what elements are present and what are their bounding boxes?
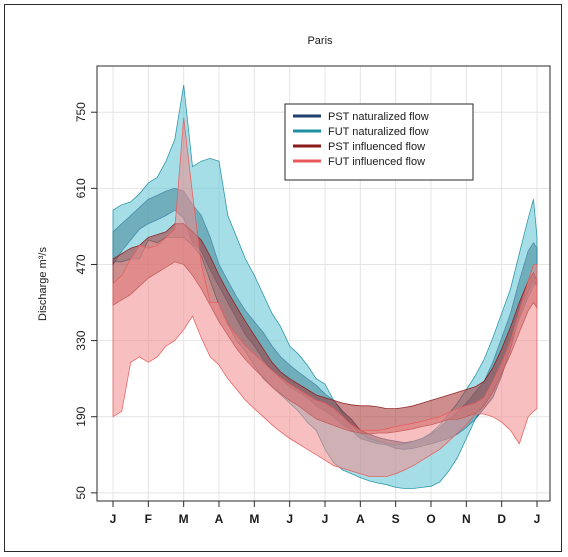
y-tick-label: 610 <box>74 178 88 198</box>
x-tick-label: A <box>356 512 365 526</box>
x-tick-label: M <box>249 512 259 526</box>
plot-area <box>96 65 551 502</box>
x-tick-label: O <box>426 512 435 526</box>
x-tick-label: D <box>497 512 506 526</box>
x-tick-label: J <box>534 512 541 526</box>
x-tick-label: M <box>179 512 189 526</box>
x-tick-label: J <box>322 512 329 526</box>
y-tick-label: 190 <box>74 406 88 426</box>
series-areas <box>112 84 538 489</box>
y-tick-label: 50 <box>74 486 88 500</box>
x-tick-label: N <box>462 512 471 526</box>
x-tick-label: S <box>392 512 400 526</box>
y-axis-label: Discharge m³/s <box>37 247 49 321</box>
legend-label: PST naturalized flow <box>328 111 429 123</box>
y-tick-label: 750 <box>74 102 88 122</box>
x-tick-label: J <box>286 512 293 526</box>
chart-title: Paris <box>307 35 333 47</box>
legend-label: PST influenced flow <box>328 141 425 153</box>
y-tick-label: 330 <box>74 330 88 350</box>
legend-label: FUT influenced flow <box>328 156 425 168</box>
y-tick-label: 470 <box>74 254 88 274</box>
legend-label: FUT naturalized flow <box>328 126 429 138</box>
series-area-fut-influenced-flow <box>112 117 538 477</box>
x-tick-label: F <box>145 512 152 526</box>
x-tick-label: J <box>110 512 117 526</box>
x-tick-label: A <box>215 512 224 526</box>
y-axis: 50 190 330 470 610 750 <box>74 102 97 500</box>
legend: PST naturalized flow FUT naturalized flow… <box>284 103 474 181</box>
